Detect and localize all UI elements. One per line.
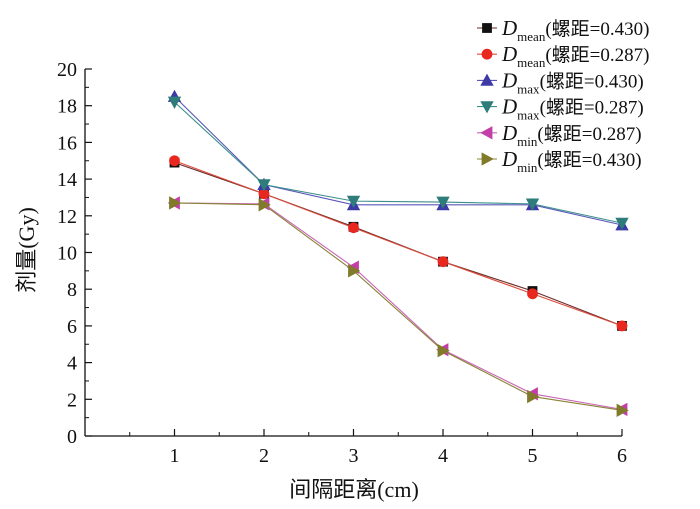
series-5	[167, 196, 628, 417]
x-tick-label: 2	[259, 445, 269, 467]
x-tick-label: 6	[617, 445, 627, 467]
data-point	[169, 155, 180, 167]
legend-label: Dmax(螺距=0.287)	[501, 95, 644, 123]
data-point	[616, 320, 628, 332]
series-layer	[167, 89, 629, 417]
legend-marker	[481, 152, 494, 166]
y-tick-label: 12	[57, 206, 77, 228]
y-tick-label: 2	[67, 389, 77, 411]
legend-label: Dmean(螺距=0.287)	[501, 42, 649, 70]
y-tick-label: 4	[67, 353, 77, 375]
legend-entry: Dmax(螺距=0.430)	[477, 68, 644, 96]
legend-marker	[482, 23, 492, 33]
x-axis-title: 间隔距离(cm)	[289, 477, 419, 502]
x-tick-label: 3	[349, 445, 359, 467]
data-point	[257, 179, 271, 192]
y-tick-label: 10	[57, 243, 77, 265]
data-point	[348, 264, 361, 278]
data-point	[437, 256, 449, 268]
data-point	[527, 389, 540, 404]
legend-entry: Dmean(螺距=0.430)	[477, 16, 649, 44]
x-tick-label: 5	[528, 445, 538, 467]
series-line	[174, 160, 623, 327]
legend-label: Dmean(螺距=0.430)	[501, 16, 649, 44]
data-point	[346, 195, 361, 208]
y-tick-label: 18	[57, 96, 77, 118]
series-2	[169, 155, 628, 332]
y-tick-label: 14	[57, 169, 77, 191]
data-point	[437, 343, 450, 358]
y-tick-label: 8	[67, 279, 77, 301]
legend-label: Dmin(螺距=0.430)	[501, 147, 642, 175]
y-axis-title: 剂量(Gy)	[14, 207, 39, 293]
legend-marker	[481, 48, 493, 60]
data-point	[525, 198, 540, 211]
x-tick-label: 1	[170, 445, 180, 467]
legend-marker	[480, 126, 493, 140]
data-point	[436, 196, 450, 209]
data-point	[527, 288, 538, 300]
series-6	[169, 196, 629, 417]
series-line	[174, 96, 623, 226]
legend-entry: Dmax(螺距=0.287)	[477, 95, 644, 123]
series-line	[174, 202, 623, 410]
legend-entry: Dmin(螺距=0.287)	[477, 121, 642, 149]
legend-entry: Dmean(螺距=0.287)	[477, 42, 649, 70]
data-point	[616, 403, 629, 417]
series-4	[167, 96, 629, 230]
data-point	[258, 198, 271, 212]
data-point	[167, 96, 182, 109]
legend: Dmean(螺距=0.430)Dmean(螺距=0.287)Dmax(螺距=0.…	[477, 16, 649, 175]
x-tick-label: 4	[438, 445, 448, 467]
legend-marker	[480, 73, 494, 86]
legend-label: Dmax(螺距=0.430)	[501, 68, 644, 96]
data-point	[615, 217, 629, 230]
y-tick-label: 6	[67, 316, 77, 338]
series-line	[174, 101, 623, 224]
data-point	[348, 222, 359, 234]
y-tick-label: 20	[57, 59, 77, 81]
y-tick-label: 0	[67, 426, 77, 448]
legend-label: Dmin(螺距=0.287)	[501, 121, 642, 149]
y-tick-label: 16	[57, 132, 77, 154]
legend-entry: Dmin(螺距=0.430)	[477, 147, 642, 175]
data-point	[169, 196, 182, 210]
legend-marker	[480, 101, 494, 114]
series-line	[174, 202, 623, 411]
